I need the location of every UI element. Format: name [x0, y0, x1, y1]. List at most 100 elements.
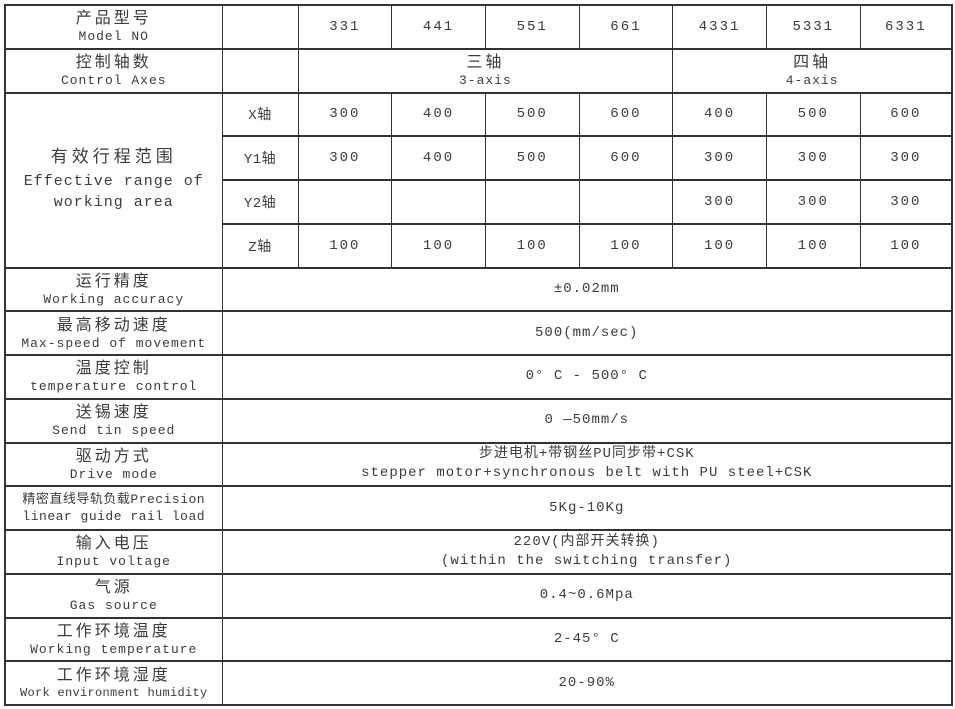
model-cell: 4331: [672, 4, 767, 50]
model-cell: 661: [578, 4, 674, 50]
row-label-en: Working accuracy: [43, 291, 185, 307]
spec-row-input-voltage: 输入电压 Input voltage 220V(内部开关转换) (within …: [4, 529, 953, 575]
range-value: 300: [297, 135, 393, 181]
row-label-zh: 产品型号: [75, 10, 152, 29]
row-label-zh: 控制轴数: [75, 54, 152, 73]
row-label-en: Working temperature: [30, 641, 198, 657]
axes-group-en: 4-axis: [785, 73, 839, 89]
range-value: 300: [859, 135, 953, 181]
spec-value: 0.4~0.6Mpa: [221, 572, 953, 619]
range-value: [391, 179, 486, 225]
axes-group-4axis: 四轴 4-axis: [672, 47, 953, 94]
model-cell: 331: [297, 4, 393, 50]
axis-row-z: Z轴 100 100 100 100 100 100 100: [5, 222, 953, 269]
row-label: 输入电压 Input voltage: [4, 529, 223, 575]
spec-row-precision-guide-load: 精密直线导轨负载Precision linear guide rail load…: [4, 485, 953, 531]
range-value: 600: [578, 91, 674, 138]
spec-table: 产品型号 Model NO 331 441 551 661 4331 5331 …: [4, 4, 953, 706]
row-label: 气源 Gas source: [4, 572, 223, 619]
spec-value-line2: stepper motor+synchronous belt with PU s…: [361, 465, 813, 482]
spec-value: 500(mm/sec): [221, 310, 953, 356]
row-label: 温度控制 temperature control: [4, 354, 223, 400]
spec-row-send-tin-speed: 送锡速度 Send tin speed 0 —50mm/s: [4, 397, 953, 444]
axis-name: Y1轴: [221, 135, 299, 181]
spec-value: 220V(内部开关转换) (within the switching trans…: [221, 529, 953, 575]
range-value: 500: [484, 135, 580, 181]
row-label-zh: 输入电压: [75, 535, 152, 554]
row-label: 精密直线导轨负载Precision linear guide rail load: [4, 485, 223, 531]
spec-value: 0° C - 500° C: [221, 354, 953, 400]
spec-value: 0 —50mm/s: [221, 397, 953, 444]
axes-group-en: 3-axis: [458, 73, 512, 89]
model-cell: 441: [391, 4, 486, 50]
row-label: 驱动方式 Drive mode: [4, 441, 223, 488]
spec-value: 步进电机+带钢丝PU同步带+CSK stepper motor+synchron…: [221, 441, 953, 488]
range-value: 400: [391, 135, 486, 181]
spec-value-line2: (within the switching transfer): [441, 552, 733, 569]
model-cell: 5331: [765, 4, 861, 50]
range-value: [484, 179, 580, 225]
row-label-zh: 运行精度: [75, 272, 152, 291]
spec-row-max-speed: 最高移动速度 Max-speed of movement 500(mm/sec): [4, 310, 953, 356]
spec-row-drive-mode: 驱动方式 Drive mode 步进电机+带钢丝PU同步带+CSK steppe…: [4, 441, 953, 488]
range-value: 300: [672, 179, 767, 225]
spec-row-temperature-control: 温度控制 temperature control 0° C - 500° C: [4, 354, 953, 400]
row-label-zh: 工作环境湿度: [56, 666, 171, 685]
range-value: 300: [672, 135, 767, 181]
row-label-en: linear guide rail load: [22, 509, 206, 525]
axes-group-zh: 四轴: [793, 54, 832, 73]
row-label-en: Send tin speed: [52, 423, 176, 439]
axis-row-x: 有效行程范围 Effective range of working area X…: [4, 91, 953, 269]
range-value: 100: [859, 222, 953, 269]
spec-row-working-temperature: 工作环境温度 Working temperature 2-45° C: [4, 616, 953, 663]
range-value: 100: [297, 222, 393, 269]
range-value: 300: [765, 179, 861, 225]
range-value: 400: [391, 91, 486, 138]
row-label-en: Model NO: [78, 29, 149, 45]
range-value: 100: [672, 222, 767, 269]
axis-row-y1: Y1轴 300 400 500 600 300 300 300: [5, 135, 953, 181]
axis-name: Y2轴: [221, 179, 299, 225]
spec-value: 20-90%: [221, 660, 953, 706]
row-label-zh: 气源: [94, 579, 133, 598]
range-value: [578, 179, 674, 225]
axes-group-3axis: 三轴 3-axis: [297, 47, 674, 94]
row-label: 最高移动速度 Max-speed of movement: [4, 310, 223, 356]
range-value: 100: [484, 222, 580, 269]
row-label: 工作环境湿度 Work environment humidity: [4, 660, 223, 706]
row-label-model-no: 产品型号 Model NO: [4, 4, 223, 50]
row-label-zh: 最高移动速度: [56, 316, 171, 335]
spec-value-line1: 220V(内部开关转换): [513, 533, 660, 550]
row-label-effective-range: 有效行程范围 Effective range of working area: [4, 91, 223, 269]
row-label: 运行精度 Working accuracy: [4, 266, 223, 313]
range-value: 300: [297, 91, 393, 138]
header-row: 产品型号 Model NO 331 441 551 661 4331 5331 …: [4, 4, 953, 50]
model-cell: 6331: [859, 4, 953, 50]
range-value: 300: [765, 135, 861, 181]
axis-row-y2: Y2轴 300 300 300: [5, 179, 953, 225]
row-label-en: Effective range of: [23, 173, 204, 190]
range-value: 500: [484, 91, 580, 138]
row-label-zh: 送锡速度: [75, 404, 152, 423]
range-value: 600: [859, 91, 953, 138]
range-value: 300: [859, 179, 953, 225]
row-label-control-axes: 控制轴数 Control Axes: [4, 47, 223, 94]
row-label-zh: 驱动方式: [75, 447, 152, 466]
model-cell: 551: [484, 4, 580, 50]
spec-value: ±0.02mm: [221, 266, 953, 313]
row-label-zh: 工作环境温度: [56, 622, 171, 641]
range-value: 100: [578, 222, 674, 269]
control-axes-row: 控制轴数 Control Axes 三轴 3-axis 四轴 4-axis: [4, 47, 953, 94]
axis-name: X轴: [221, 91, 299, 138]
spec-value: 5Kg-10Kg: [221, 485, 953, 531]
row-label: 工作环境温度 Working temperature: [4, 616, 223, 663]
axis-name: Z轴: [221, 222, 299, 269]
row-label-en: Input voltage: [56, 554, 171, 570]
empty-cell: [221, 47, 299, 94]
spec-row-working-accuracy: 运行精度 Working accuracy ±0.02mm: [4, 266, 953, 313]
range-value: 500: [765, 91, 861, 138]
row-label-zh: 温度控制: [75, 360, 152, 379]
range-value: 600: [578, 135, 674, 181]
spec-row-gas-source: 气源 Gas source 0.4~0.6Mpa: [4, 572, 953, 619]
